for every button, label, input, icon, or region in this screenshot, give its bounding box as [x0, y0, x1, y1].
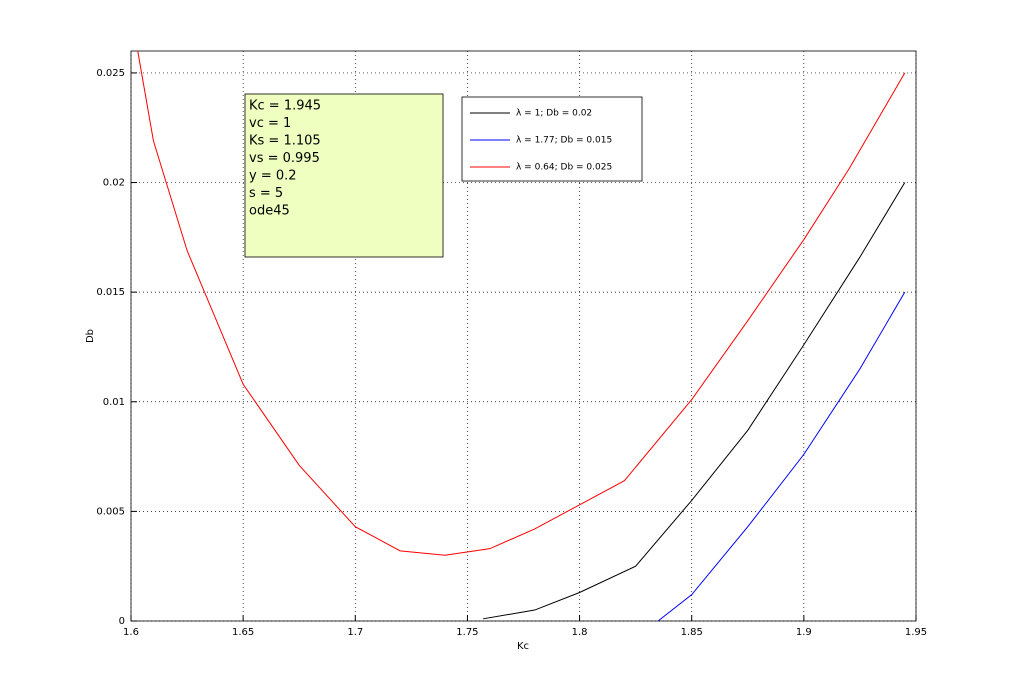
annotation-text: Ks = 1.105	[249, 134, 321, 149]
x-tick-label: 1.7	[347, 627, 363, 638]
y-tick-label: 0.015	[96, 287, 125, 298]
annotation-text: vc = 1	[249, 116, 291, 131]
x-tick-label: 1.75	[456, 627, 478, 638]
y-axis-label: Db	[85, 329, 96, 343]
x-tick-label: 1.85	[681, 627, 703, 638]
x-tick-label: 1.95	[905, 627, 927, 638]
annotation-text: y = 0.2	[249, 169, 297, 184]
line-series	[137, 50, 906, 556]
annotation-text: s = 5	[249, 186, 283, 201]
x-tick-label: 1.9	[796, 627, 812, 638]
x-tick-label: 1.8	[572, 627, 588, 638]
y-tick-label: 0.01	[103, 397, 125, 408]
x-axis-label: Kc	[517, 641, 529, 652]
legend-label: λ = 1.77; Db = 0.015	[516, 136, 612, 146]
y-tick-label: 0	[119, 616, 125, 627]
annotation-text: ode45	[249, 204, 290, 219]
annotation-box	[244, 93, 444, 258]
annotation-text: Kc = 1.945	[249, 99, 321, 114]
y-tick-label: 0.025	[96, 68, 125, 79]
legend-label: λ = 1; Db = 0.02	[516, 109, 592, 119]
x-tick-label: 1.6	[123, 627, 139, 638]
y-tick-label: 0.005	[96, 506, 125, 517]
annotation-text: vs = 0.995	[249, 151, 320, 166]
legend-label: λ = 0.64; Db = 0.025	[516, 163, 612, 173]
line-series	[483, 182, 906, 620]
y-tick-label: 0.02	[103, 178, 125, 189]
x-tick-label: 1.65	[232, 627, 254, 638]
line-series	[657, 291, 906, 622]
